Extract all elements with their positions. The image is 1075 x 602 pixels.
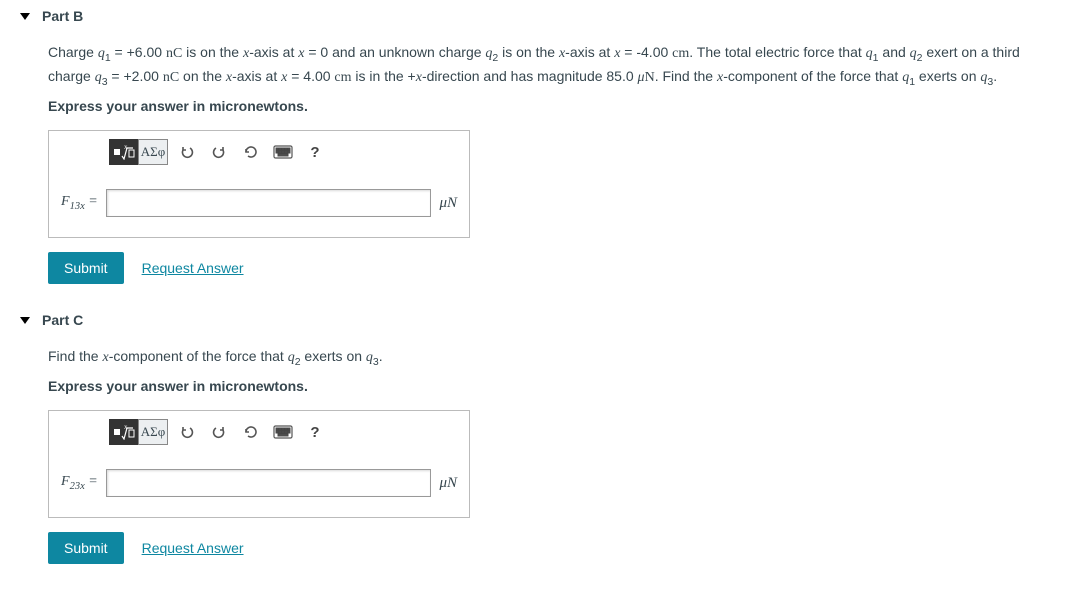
collapse-caret-icon[interactable] — [20, 13, 30, 20]
answer-input[interactable] — [106, 189, 432, 217]
symbols-button[interactable]: ΑΣφ — [138, 139, 168, 165]
toolbar: x ΑΣφ ? — [49, 131, 469, 173]
answer-input[interactable] — [106, 469, 432, 497]
request-answer-link[interactable]: Request Answer — [142, 540, 244, 556]
collapse-caret-icon[interactable] — [20, 317, 30, 324]
help-icon[interactable]: ? — [302, 139, 328, 165]
unit-label: μN — [439, 475, 457, 492]
reset-icon[interactable] — [238, 139, 264, 165]
answer-panel: x ΑΣφ ? F23x = μN — [48, 410, 470, 518]
keyboard-icon[interactable] — [270, 139, 296, 165]
templates-button[interactable]: x — [109, 139, 139, 165]
redo-icon[interactable] — [206, 139, 232, 165]
instruction-text: Express your answer in micronewtons. — [48, 378, 1055, 394]
keyboard-icon[interactable] — [270, 419, 296, 445]
request-answer-link[interactable]: Request Answer — [142, 260, 244, 276]
format-button-group: x ΑΣφ — [109, 139, 168, 165]
part-body: Find the x-component of the force that q… — [0, 336, 1075, 584]
instruction-text: Express your answer in micronewtons. — [48, 98, 1055, 114]
unit-label: μN — [439, 195, 457, 212]
problem-text: Find the x-component of the force that q… — [48, 346, 1055, 370]
templates-button[interactable]: x — [109, 419, 139, 445]
answer-row: F13x = μN — [49, 173, 469, 237]
answer-panel: x ΑΣφ ? F13x = μN — [48, 130, 470, 238]
part-title: Part C — [42, 312, 83, 328]
variable-label: F13x = — [61, 194, 98, 212]
help-icon[interactable]: ? — [302, 419, 328, 445]
part-header[interactable]: Part B — [0, 0, 1075, 32]
format-button-group: x ΑΣφ — [109, 419, 168, 445]
answer-row: F23x = μN — [49, 453, 469, 517]
submit-row: Submit Request Answer — [48, 532, 1055, 564]
part-header[interactable]: Part C — [0, 304, 1075, 336]
undo-icon[interactable] — [174, 139, 200, 165]
undo-icon[interactable] — [174, 419, 200, 445]
reset-icon[interactable] — [238, 419, 264, 445]
problem-text: Charge q1 = +6.00 nC is on the x-axis at… — [48, 42, 1055, 90]
submit-row: Submit Request Answer — [48, 252, 1055, 284]
part-title: Part B — [42, 8, 83, 24]
toolbar: x ΑΣφ ? — [49, 411, 469, 453]
submit-button[interactable]: Submit — [48, 252, 124, 284]
part-body: Charge q1 = +6.00 nC is on the x-axis at… — [0, 32, 1075, 304]
variable-label: F23x = — [61, 474, 98, 492]
redo-icon[interactable] — [206, 419, 232, 445]
submit-button[interactable]: Submit — [48, 532, 124, 564]
symbols-button[interactable]: ΑΣφ — [138, 419, 168, 445]
